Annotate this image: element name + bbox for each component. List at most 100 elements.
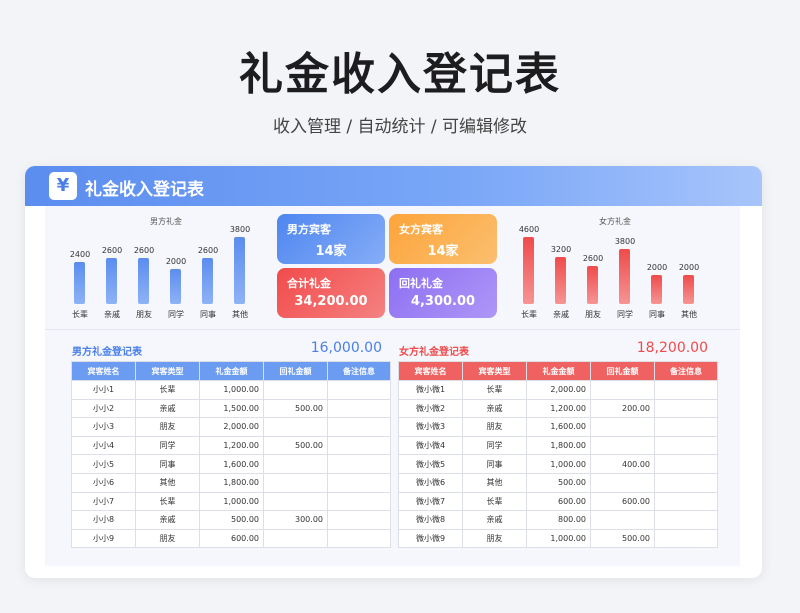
table-cell: 同学 xyxy=(135,435,200,456)
table-cell: 微小微2 xyxy=(398,398,463,419)
bar-group: 3800 其他 xyxy=(226,216,254,326)
table-row: 微小微3 朋友 1,600.00 xyxy=(398,417,718,437)
bar xyxy=(138,258,149,304)
table-cell: 500.00 xyxy=(263,435,328,456)
table-row: 小小7 长辈 1,000.00 xyxy=(71,491,391,512)
table-row: 微小微7 长辈 600.00 600.00 xyxy=(398,491,718,512)
female-guests-label: 女方宾客 xyxy=(399,223,443,236)
bar xyxy=(202,258,213,304)
table-row: 微小微2 亲戚 1,200.00 200.00 xyxy=(398,398,718,419)
table-cell: 小小5 xyxy=(71,454,136,474)
data-label: 3800 xyxy=(614,237,636,246)
female-guests-tile: 女方宾客 14家 xyxy=(389,214,497,264)
table-cell: 朋友 xyxy=(135,417,200,437)
table-cell xyxy=(590,510,655,530)
table-cell: 1,500.00 xyxy=(199,398,264,419)
tick-label: 同学 xyxy=(168,310,184,319)
table-cell: 1,000.00 xyxy=(199,380,264,400)
page-title: 礼金收入登记表 xyxy=(239,49,561,100)
male-register-title: 男方礼金登记表 xyxy=(72,347,142,358)
column-header: 宾客类型 xyxy=(462,361,527,381)
tick-label: 亲戚 xyxy=(104,310,120,319)
table-cell: 同学 xyxy=(462,435,527,456)
table-cell: 600.00 xyxy=(199,528,264,549)
table-cell: 600.00 xyxy=(590,491,655,512)
table-cell xyxy=(590,435,655,456)
table-cell: 朋友 xyxy=(462,528,527,549)
female-register-total: 18,200.00 xyxy=(636,340,708,356)
bar-group: 4600 长辈 xyxy=(515,216,543,326)
table-cell: 小小9 xyxy=(71,528,136,549)
table-cell xyxy=(327,417,391,437)
table-cell xyxy=(590,380,655,400)
table-cell xyxy=(590,417,655,437)
tick-label: 长辈 xyxy=(72,310,88,319)
column-header: 宾客姓名 xyxy=(71,361,136,381)
female-register-title: 女方礼金登记表 xyxy=(399,347,469,358)
male-gift-chart: 男方礼金 2400 长辈 2600 亲戚 2600 朋友 2000 同学 2600 同事 3800 其… xyxy=(66,216,266,326)
table-cell: 微小微4 xyxy=(398,435,463,456)
table-cell: 微小微6 xyxy=(398,472,463,493)
return-gift-value: 4,300.00 xyxy=(410,294,476,309)
tick-label: 长辈 xyxy=(521,310,537,319)
table-cell: 小小8 xyxy=(71,510,136,530)
table-row: 小小3 朋友 2,000.00 xyxy=(71,417,391,437)
bar-group: 2600 朋友 xyxy=(130,216,158,326)
table-cell xyxy=(327,435,391,456)
table-cell: 微小微3 xyxy=(398,417,463,437)
tick-label: 同学 xyxy=(617,310,633,319)
table-cell: 微小微1 xyxy=(398,380,463,400)
table-cell: 2,000.00 xyxy=(199,417,264,437)
table-cell: 1,800.00 xyxy=(199,472,264,493)
table-cell xyxy=(654,528,718,549)
male-guests-tile: 男方宾客 14家 xyxy=(277,214,385,264)
table-cell: 微小微5 xyxy=(398,454,463,474)
table-cell: 长辈 xyxy=(462,491,527,512)
table-cell: 朋友 xyxy=(135,528,200,549)
table-cell: 300.00 xyxy=(263,510,328,530)
table-cell xyxy=(327,472,391,493)
total-gift-value: 34,200.00 xyxy=(294,294,368,309)
tick-label: 其他 xyxy=(232,310,248,319)
tick-label: 朋友 xyxy=(136,310,152,319)
male-guests-label: 男方宾客 xyxy=(287,223,331,236)
female-register-table: 宾客姓名 宾客类型 礼金金额 回礼金额 备注信息 微小微1 长辈 2,000.00 微小微2 亲… xyxy=(398,361,718,549)
table-cell xyxy=(654,472,718,493)
table-cell: 亲戚 xyxy=(135,398,200,419)
table-cell xyxy=(327,510,391,530)
table-row: 微小微1 长辈 2,000.00 xyxy=(398,380,718,400)
male-chart-title: 男方礼金 xyxy=(150,217,182,226)
table-cell: 长辈 xyxy=(135,380,200,400)
table-cell xyxy=(327,528,391,549)
table-cell xyxy=(263,454,328,474)
table-cell: 1,000.00 xyxy=(199,491,264,512)
table-cell xyxy=(263,472,328,493)
table-cell: 2,000.00 xyxy=(526,380,591,400)
bar xyxy=(651,275,662,304)
female-chart-title: 女方礼金 xyxy=(599,217,631,226)
table-cell: 亲戚 xyxy=(135,510,200,530)
data-label: 2000 xyxy=(165,257,187,266)
table-cell: 1,000.00 xyxy=(526,528,591,549)
table-cell xyxy=(654,417,718,437)
column-header: 礼金金额 xyxy=(199,361,264,381)
table-row: 小小5 同事 1,600.00 xyxy=(71,454,391,474)
bar-group: 2000 其他 xyxy=(675,216,703,326)
table-cell: 微小微8 xyxy=(398,510,463,530)
tick-label: 朋友 xyxy=(585,310,601,319)
bar xyxy=(523,237,534,304)
male-register-total: 16,000.00 xyxy=(310,340,382,356)
table-row: 小小1 长辈 1,000.00 xyxy=(71,380,391,400)
table-cell: 朋友 xyxy=(462,417,527,437)
table-cell xyxy=(654,510,718,530)
table-cell: 500.00 xyxy=(590,528,655,549)
table-cell: 1,200.00 xyxy=(526,398,591,419)
data-label: 2600 xyxy=(133,246,155,255)
table-cell: 500.00 xyxy=(526,472,591,493)
table-cell xyxy=(654,380,718,400)
table-cell xyxy=(327,398,391,419)
table-cell xyxy=(654,398,718,419)
table-row: 小小2 亲戚 1,500.00 500.00 xyxy=(71,398,391,419)
return-gift-label: 回礼礼金 xyxy=(399,277,443,290)
table-cell: 1,200.00 xyxy=(199,435,264,456)
